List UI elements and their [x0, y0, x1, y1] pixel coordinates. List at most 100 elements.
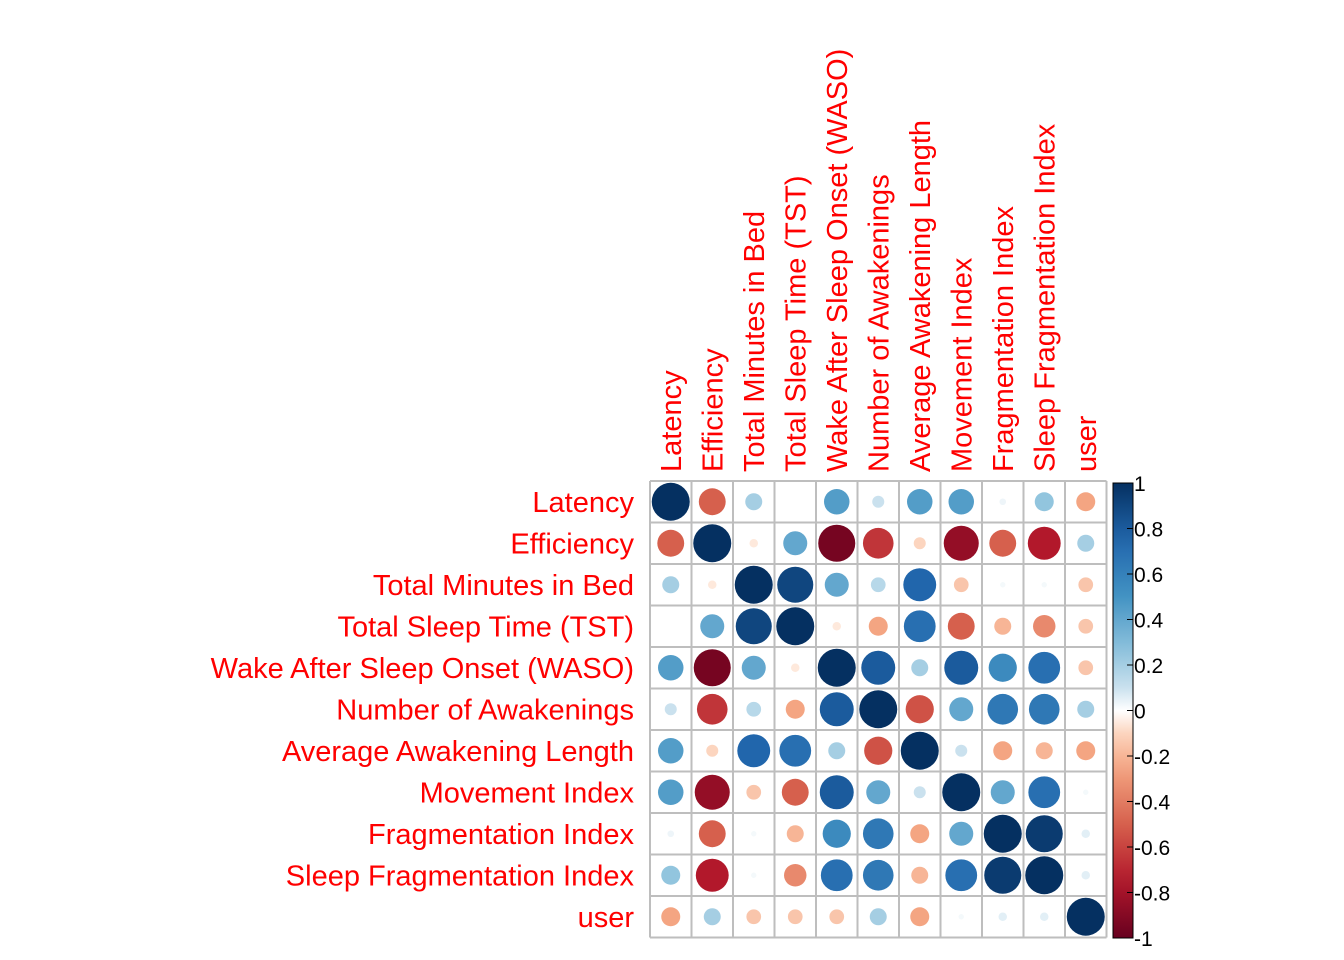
correlation-circle-efficiency-average-awakening-length: [913, 537, 926, 550]
correlation-circle-average-awakening-length-average-awakening-length: [900, 731, 939, 770]
correlation-circle-efficiency-total-minutes-in-bed: [749, 539, 758, 548]
correlation-circle-total-minutes-in-bed-total-minutes-in-bed: [734, 565, 773, 604]
correlation-circle-user-number-of-awakenings: [869, 908, 887, 926]
correlation-circle-wake-after-sleep-onset-waso-number-of-awakenings: [861, 650, 896, 685]
correlation-circle-fragmentation-index-movement-index: [949, 821, 974, 846]
correlation-circle-wake-after-sleep-onset-waso-fragmentation-index: [988, 653, 1017, 682]
correlation-circle-movement-index-total-sleep-time-tst: [781, 778, 809, 806]
correlation-circle-total-sleep-time-tst-fragmentation-index: [994, 617, 1012, 635]
correlation-circle-user-fragmentation-index: [998, 912, 1007, 921]
correlation-circle-average-awakening-length-wake-after-sleep-onset-waso: [828, 742, 846, 760]
legend-tick-label: 0.4: [1134, 610, 1164, 633]
correlation-circle-latency-latency: [651, 482, 690, 521]
correlation-circle-sleep-fragmentation-index-total-minutes-in-bed: [751, 872, 757, 878]
correlation-circle-fragmentation-index-sleep-fragmentation-index: [1025, 815, 1063, 853]
correlation-circle-wake-after-sleep-onset-waso-efficiency: [693, 649, 731, 687]
correlation-circle-sleep-fragmentation-index-wake-after-sleep-onset-waso: [820, 859, 853, 892]
correlation-circle-movement-index-latency: [658, 779, 684, 805]
correlation-circle-average-awakening-length-movement-index: [955, 744, 968, 757]
correlation-circle-sleep-fragmentation-index-total-sleep-time-tst: [784, 864, 807, 887]
correlation-circle-total-minutes-in-bed-total-sleep-time-tst: [777, 566, 814, 603]
correlation-circle-fragmentation-index-latency: [667, 830, 675, 838]
correlation-circle-total-sleep-time-tst-average-awakening-length: [903, 610, 936, 643]
legend-tick-label: -1: [1134, 928, 1153, 951]
correlation-circle-sleep-fragmentation-index-sleep-fragmentation-index: [1025, 856, 1064, 895]
legend-tick-label: 1: [1134, 473, 1146, 496]
correlation-circle-number-of-awakenings-movement-index: [949, 697, 974, 722]
correlation-circle-fragmentation-index-average-awakening-length: [910, 824, 930, 844]
correlation-circle-total-minutes-in-bed-latency: [662, 576, 680, 594]
correlation-circle-average-awakening-length-user: [1076, 741, 1096, 761]
legend-ticks: 1 0.8 0.6 0.4 0.2 0 -0.2 -0.4 -0.6 -0.8 -1: [1127, 473, 1171, 951]
column-label-total-minutes-in-bed: Total Minutes in Bed: [739, 211, 771, 472]
correlation-circle-total-minutes-in-bed-number-of-awakenings: [870, 577, 886, 593]
column-label-sleep-fragmentation-index: Sleep Fragmentation Index: [1029, 123, 1061, 472]
correlation-circle-user-movement-index: [958, 914, 964, 920]
correlation-circle-total-minutes-in-bed-fragmentation-index: [1000, 582, 1006, 588]
legend-tick-label: 0: [1134, 701, 1146, 724]
correlation-circle-efficiency-total-sleep-time-tst: [783, 531, 808, 556]
correlation-circle-total-sleep-time-tst-movement-index: [947, 612, 975, 640]
correlation-circle-average-awakening-length-total-sleep-time-tst: [779, 734, 812, 767]
correlation-circle-latency-efficiency: [698, 488, 726, 516]
correlation-circle-total-minutes-in-bed-efficiency: [708, 580, 717, 589]
legend-tick-label: -0.2: [1134, 746, 1170, 769]
correlation-circle-number-of-awakenings-total-sleep-time-tst: [785, 699, 805, 719]
column-labels: Latency Efficiency Total Minutes in Bed Tot…: [656, 49, 1103, 472]
row-label-sleep-fragmentation-index: Sleep Fragmentation Index: [286, 860, 635, 892]
correlation-circle-fragmentation-index-wake-after-sleep-onset-waso: [822, 819, 851, 848]
correlation-circle-latency-sleep-fragmentation-index: [1034, 492, 1054, 512]
correlation-circle-number-of-awakenings-user: [1077, 700, 1095, 718]
correlation-cells: [651, 482, 1105, 936]
correlation-circle-total-sleep-time-tst-efficiency: [700, 614, 725, 639]
correlation-circle-latency-total-minutes-in-bed: [745, 493, 763, 511]
correlation-circle-sleep-fragmentation-index-average-awakening-length: [911, 866, 929, 884]
correlation-circle-fragmentation-index-number-of-awakenings: [862, 818, 894, 850]
correlation-circle-total-sleep-time-tst-total-sleep-time-tst: [776, 607, 815, 646]
correlation-circle-movement-index-efficiency: [694, 774, 730, 810]
correlation-circle-efficiency-movement-index: [943, 525, 979, 561]
correlation-circle-latency-fragmentation-index: [999, 498, 1007, 506]
row-label-efficiency: Efficiency: [510, 528, 634, 560]
correlation-circle-average-awakening-length-efficiency: [706, 744, 719, 757]
correlation-circle-efficiency-efficiency: [693, 524, 732, 563]
correlation-circle-latency-wake-after-sleep-onset-waso: [824, 489, 850, 515]
correlation-circle-wake-after-sleep-onset-waso-total-sleep-time-tst: [791, 663, 800, 672]
correlation-circle-number-of-awakenings-wake-after-sleep-onset-waso: [819, 692, 854, 727]
row-label-latency: Latency: [532, 487, 634, 519]
correlation-circle-fragmentation-index-total-minutes-in-bed: [751, 831, 757, 837]
column-label-wake-after-sleep-onset-waso: Wake After Sleep Onset (WASO): [822, 49, 854, 472]
correlation-circle-efficiency-fragmentation-index: [989, 529, 1017, 557]
row-label-total-minutes-in-bed: Total Minutes in Bed: [373, 570, 634, 602]
correlation-circle-wake-after-sleep-onset-waso-movement-index: [944, 650, 979, 685]
column-label-fragmentation-index: Fragmentation Index: [988, 206, 1020, 472]
correlation-circle-movement-index-wake-after-sleep-onset-waso: [819, 775, 854, 810]
correlation-circle-user-total-sleep-time-tst: [787, 909, 803, 925]
correlation-circle-movement-index-movement-index: [942, 773, 981, 812]
legend-tick-label: 0.2: [1134, 655, 1163, 678]
correlation-circle-wake-after-sleep-onset-waso-sleep-fragmentation-index: [1028, 651, 1061, 684]
correlation-circle-efficiency-user: [1077, 534, 1095, 552]
correlation-circle-number-of-awakenings-total-minutes-in-bed: [746, 701, 762, 717]
correlation-circle-latency-movement-index: [948, 489, 974, 515]
correlation-circle-total-minutes-in-bed-user: [1078, 577, 1094, 593]
correlation-circle-total-minutes-in-bed-sleep-fragmentation-index: [1041, 582, 1047, 588]
correlation-circle-sleep-fragmentation-index-efficiency: [695, 858, 729, 892]
row-labels: Latency Efficiency Total Minutes in Bed Tot…: [211, 487, 635, 934]
row-label-number-of-awakenings: Number of Awakenings: [336, 694, 634, 726]
correlation-circle-sleep-fragmentation-index-number-of-awakenings: [862, 859, 894, 891]
column-label-user: user: [1071, 415, 1103, 472]
correlation-circle-fragmentation-index-efficiency: [698, 820, 726, 848]
correlation-circle-number-of-awakenings-average-awakening-length: [905, 695, 934, 724]
correlation-circle-movement-index-number-of-awakenings: [866, 780, 891, 805]
correlation-circle-user-wake-after-sleep-onset-waso: [829, 909, 845, 925]
correlation-circle-total-sleep-time-tst-sleep-fragmentation-index: [1033, 615, 1056, 638]
row-label-movement-index: Movement Index: [420, 777, 635, 809]
legend-tick-label: -0.6: [1134, 837, 1170, 860]
row-label-user: user: [578, 902, 635, 934]
correlation-circle-total-sleep-time-tst-total-minutes-in-bed: [735, 608, 772, 645]
correlation-circle-user-user: [1066, 897, 1105, 936]
correlation-circle-fragmentation-index-fragmentation-index: [983, 814, 1022, 853]
correlation-circle-movement-index-fragmentation-index: [990, 780, 1015, 805]
